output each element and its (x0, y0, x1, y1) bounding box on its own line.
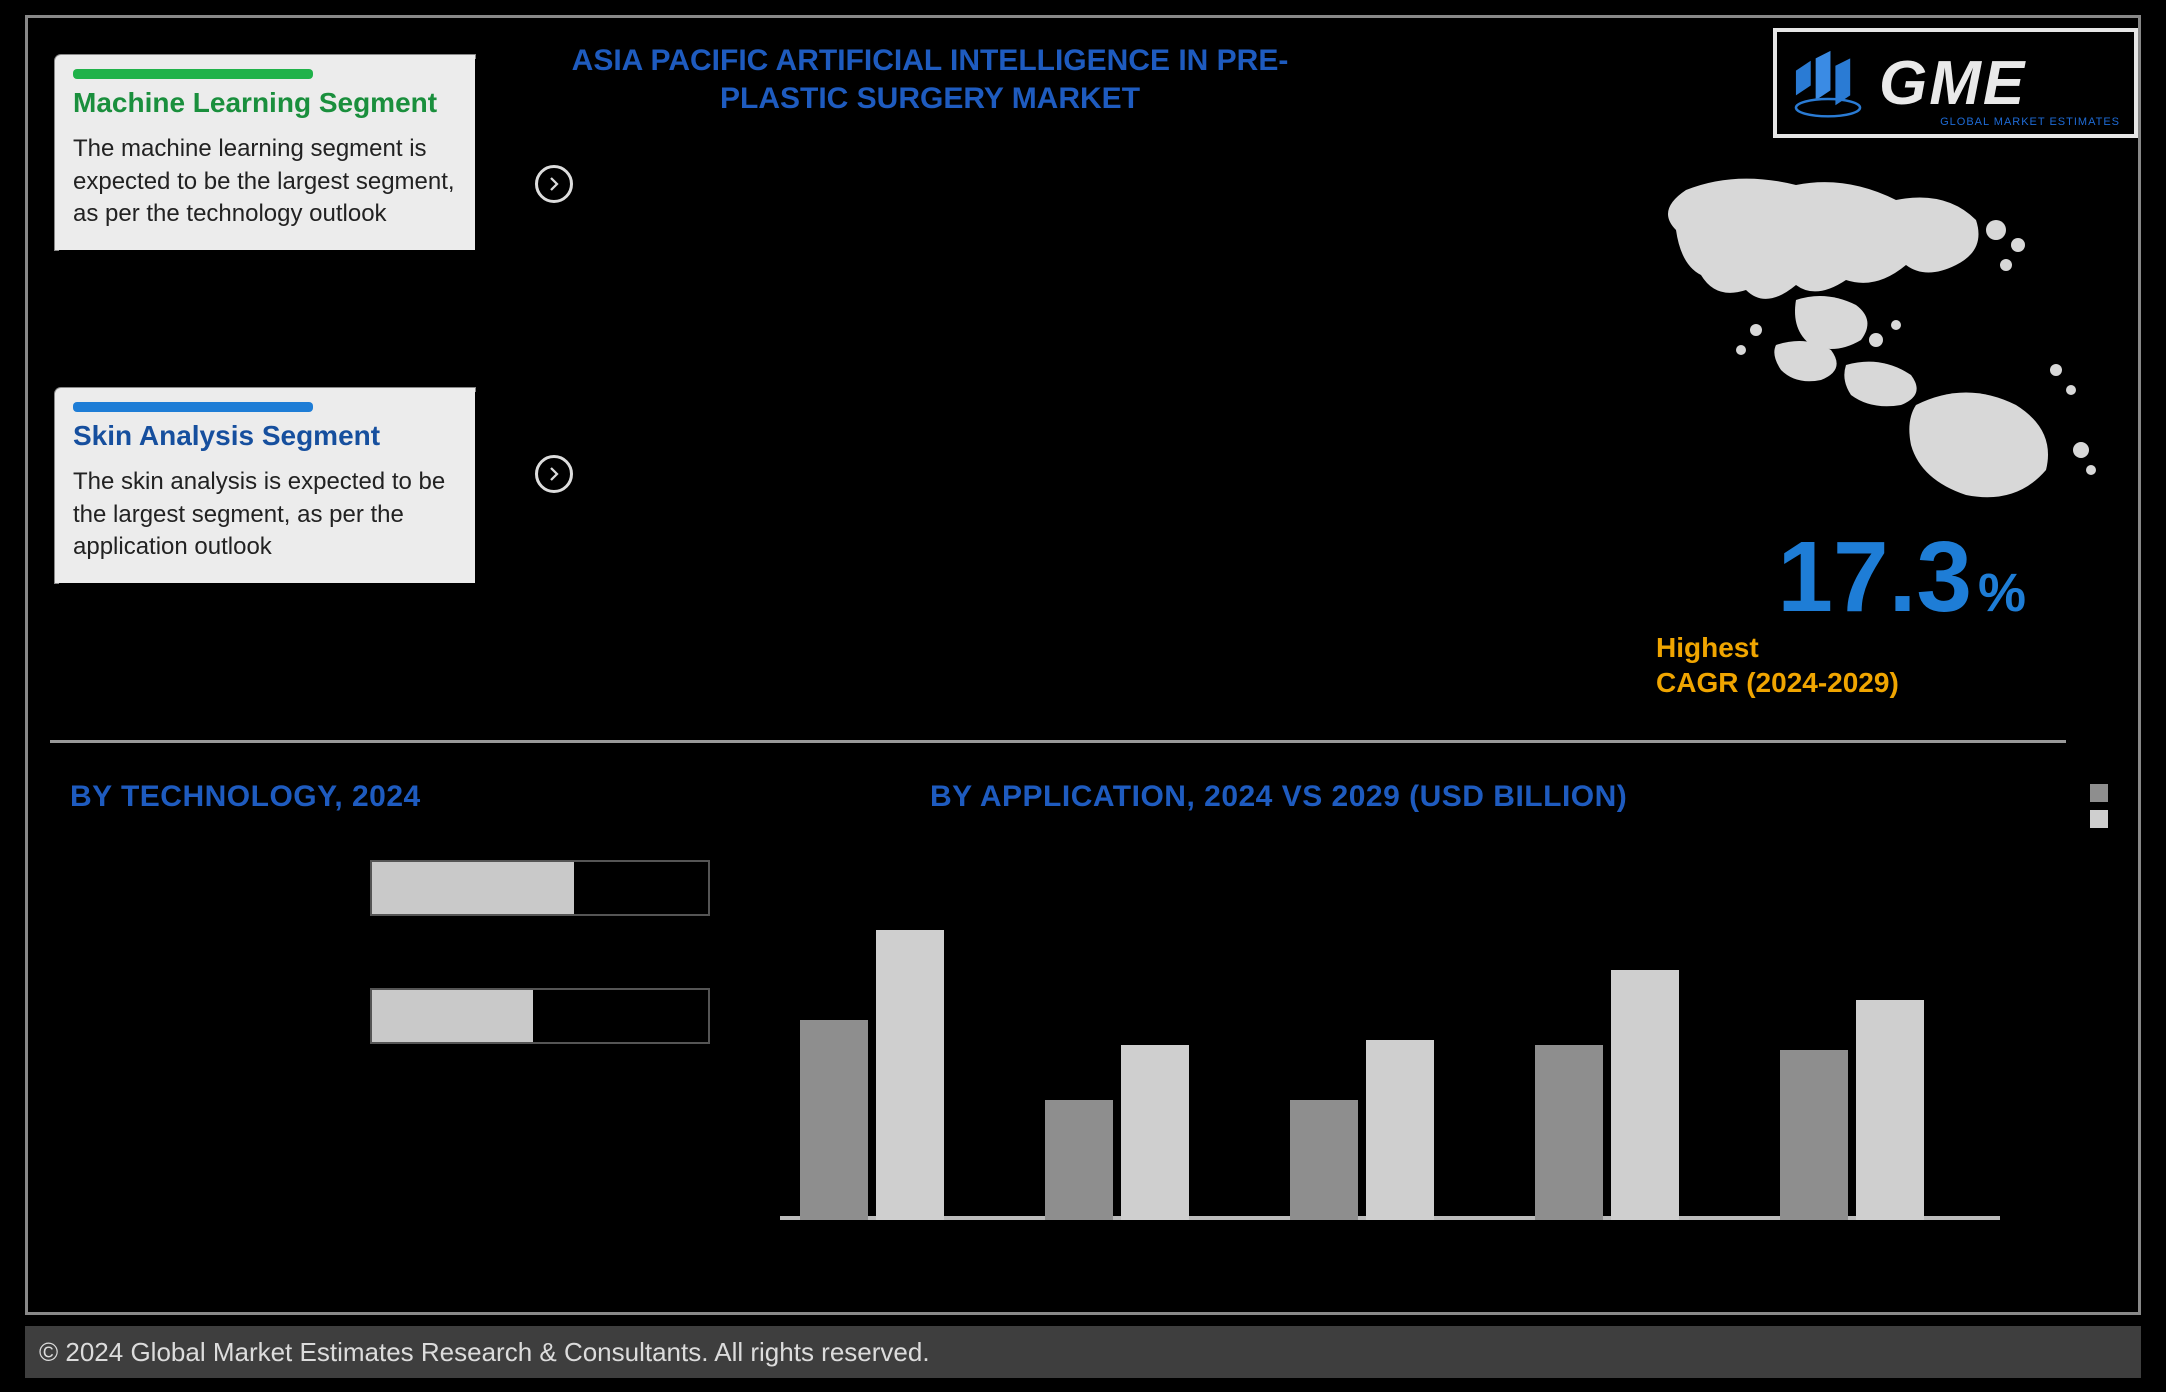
cagr-label-line2: CAGR (2024-2029) (1656, 665, 1956, 700)
bar-2029 (876, 930, 944, 1220)
bar-2024 (800, 1020, 868, 1220)
technology-chart (70, 860, 710, 1200)
card-accent-bar (73, 69, 313, 79)
application-chart (780, 840, 2000, 1260)
logo-text: GME (1879, 48, 2026, 119)
copyright-footer: © 2024 Global Market Estimates Research … (25, 1326, 2141, 1378)
bar-2024 (1780, 1050, 1848, 1220)
chart-legend (2090, 784, 2116, 828)
card-body: The machine learning segment is expected… (73, 133, 457, 230)
app-bar-group (1290, 1040, 1450, 1220)
card-title: Machine Learning Segment (73, 87, 457, 119)
card-body: The skin analysis is expected to be the … (73, 466, 457, 563)
app-section-title: BY APPLICATION, 2024 VS 2029 (USD BILLIO… (930, 780, 1627, 814)
card-skin-segment: Skin Analysis Segment The skin analysis … (55, 388, 475, 583)
bar-2029 (1611, 970, 1679, 1220)
asia-pacific-map-icon (1646, 170, 2106, 510)
bar-2029 (1121, 1045, 1189, 1220)
logo-subtitle: GLOBAL MARKET ESTIMATES (1940, 116, 2120, 128)
bar-2029 (1366, 1040, 1434, 1220)
card-title: Skin Analysis Segment (73, 420, 457, 452)
tech-bar-track (370, 860, 710, 916)
page-title: ASIA PACIFIC ARTIFICIAL INTELLIGENCE IN … (560, 42, 1300, 117)
cagr-stat: 17.3 % (1777, 520, 2026, 635)
section-divider (50, 740, 2066, 743)
bar-2024 (1290, 1100, 1358, 1220)
app-bar-group (1045, 1045, 1205, 1220)
card-accent-bar (73, 402, 313, 412)
legend-row (2090, 810, 2116, 828)
cagr-value: 17.3 (1777, 520, 1972, 635)
legend-row (2090, 784, 2116, 802)
tech-section-title: BY TECHNOLOGY, 2024 (70, 780, 421, 814)
card-ml-segment: Machine Learning Segment The machine lea… (55, 55, 475, 250)
gme-logo: GME GLOBAL MARKET ESTIMATES (1773, 28, 2138, 138)
chevron-right-icon (535, 455, 573, 493)
chevron-right-icon (535, 165, 573, 203)
tech-bar-track (370, 988, 710, 1044)
app-bar-group (1535, 970, 1695, 1220)
bar-2029 (1856, 1000, 1924, 1220)
tech-bar-fill (372, 862, 574, 914)
app-bar-group (1780, 1000, 1940, 1220)
cagr-unit: % (1978, 562, 2026, 624)
copyright-text: © 2024 Global Market Estimates Research … (39, 1337, 930, 1368)
app-bar-group (800, 930, 960, 1220)
cagr-label-line1: Highest (1656, 630, 1956, 665)
cagr-label: Highest CAGR (2024-2029) (1656, 630, 1956, 700)
tech-bar-fill (372, 990, 533, 1042)
bar-2024 (1045, 1100, 1113, 1220)
legend-swatch-2029 (2090, 810, 2108, 828)
logo-glyph-icon (1791, 46, 1865, 120)
legend-swatch-2024 (2090, 784, 2108, 802)
bar-2024 (1535, 1045, 1603, 1220)
